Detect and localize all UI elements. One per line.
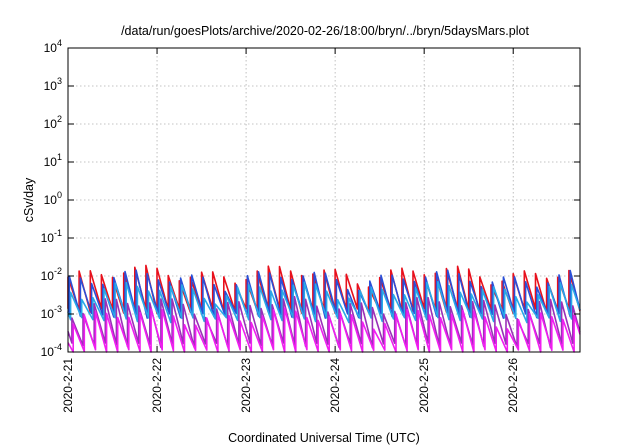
chart-title: /data/run/goesPlots/archive/2020-02-26/1… xyxy=(121,24,529,38)
y-tick-label: 102 xyxy=(44,114,62,131)
y-tick-label: 103 xyxy=(44,76,62,93)
series-line xyxy=(67,280,581,324)
x-tick-label: 2020-2-24 xyxy=(328,358,342,413)
y-axis-label: cSv/day xyxy=(22,177,36,222)
y-tick-label: 10-4 xyxy=(41,342,62,359)
y-tick-label: 101 xyxy=(44,152,62,169)
x-tick-label: 2020-2-26 xyxy=(506,358,520,413)
y-tick-label: 10-3 xyxy=(41,304,62,321)
y-tick-label: 10-2 xyxy=(41,266,62,283)
x-tick-label: 2020-2-22 xyxy=(150,358,164,413)
data-series xyxy=(67,264,581,353)
x-tick-label: 2020-2-23 xyxy=(239,358,253,413)
x-tick-label: 2020-2-21 xyxy=(61,358,75,413)
x-axis-label: Coordinated Universal Time (UTC) xyxy=(228,431,420,445)
y-tick-label: 100 xyxy=(44,190,62,207)
series-line xyxy=(67,295,581,349)
y-tick-label: 10-1 xyxy=(41,228,62,245)
series-line xyxy=(67,307,581,353)
y-tick-label: 104 xyxy=(44,38,62,55)
x-tick-label: 2020-2-25 xyxy=(417,358,431,413)
axes: 10-4 10-3 10-2 10-1 100 101 102 103 104 2020-2-21… xyxy=(41,38,580,413)
